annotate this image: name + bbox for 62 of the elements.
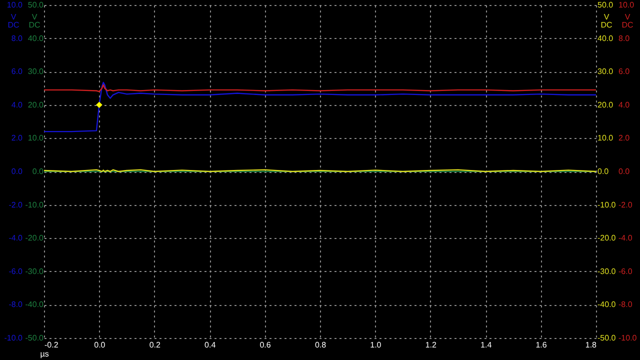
- y3-tick-label: 40.0: [28, 34, 44, 43]
- text: -30.0: [598, 266, 616, 276]
- y3-tick-label: -40.0: [25, 300, 44, 310]
- y-tick-label: -2.0: [8, 200, 24, 210]
- y3-tick-label: 20.0: [28, 100, 44, 110]
- text: V DC: [600, 12, 612, 30]
- text: -20.0: [598, 234, 616, 243]
- y-tick-label: -8.0: [8, 300, 24, 310]
- text: -10.0: [598, 200, 616, 210]
- y2-tick-label: -10.0: [618, 334, 638, 342]
- y-tick-label: 10.0: [6, 0, 24, 10]
- x-axis-title: µs: [40, 350, 49, 358]
- y2-tick-label: 8.0: [618, 34, 630, 43]
- y2-axis-title: V DC: [622, 12, 634, 30]
- y-tick-label: 8.0: [11, 34, 24, 43]
- y3-tick-label: 50.0: [28, 0, 44, 10]
- y2-tick-label: -2.0: [618, 200, 633, 210]
- x-tick-label: 1.6: [536, 340, 548, 350]
- text: 0.0: [598, 167, 609, 176]
- x-tick-label: 1.4: [480, 340, 492, 350]
- y3-tick-label: -10.0: [25, 200, 44, 210]
- text: 10.0: [598, 134, 614, 143]
- y2-tick-label: -6.0: [618, 266, 633, 276]
- y-tick-label: -10.0: [4, 334, 24, 342]
- text: -40.0: [598, 300, 616, 310]
- y2-tick-label: 0.0: [618, 167, 630, 176]
- x-tick-label: 1.0: [370, 340, 382, 350]
- y2-tick-label: 2.0: [618, 134, 630, 143]
- x-tick-label: 0.0: [94, 340, 106, 350]
- text: 50.0: [598, 0, 614, 10]
- x-tick-label: 0.6: [260, 340, 272, 350]
- text: 40.0: [598, 34, 614, 43]
- y3-tick-label: 10.0: [28, 134, 44, 143]
- y2-tick-label: -4.0: [618, 234, 633, 243]
- y3-tick-label: -30.0: [25, 266, 44, 276]
- y-axis-title: V DC: [8, 12, 20, 30]
- y2-tick-label: -8.0: [618, 300, 633, 310]
- x-tick-label: 0.2: [149, 340, 162, 350]
- y2-tick-label: 10.0: [618, 0, 635, 10]
- x-tick-label: 0.8: [314, 340, 327, 350]
- y3-tick-label: -20.0: [25, 234, 44, 243]
- y3-tick-label: -50.0: [25, 334, 44, 342]
- x-tick-label: 1.8: [585, 340, 598, 350]
- y-tick-label: 6.0: [11, 67, 24, 76]
- line-series: [43, 82, 597, 132]
- y-tick-label: 2.0: [11, 134, 24, 143]
- x-tick-label: 1.2: [425, 340, 438, 350]
- y3-tick-label: 0.0: [32, 167, 44, 176]
- line-series: [43, 84, 597, 92]
- text: 20.0: [598, 100, 614, 110]
- text: -50.0: [598, 334, 616, 342]
- y-tick-label: -4.0: [8, 234, 24, 243]
- y3-tick-label: 30.0: [28, 67, 44, 76]
- y2-tick-label: 4.0: [618, 100, 630, 110]
- y2-tick-label: 6.0: [618, 67, 630, 76]
- y-tick-label: 0.0: [11, 167, 24, 176]
- y-tick-label: -6.0: [8, 266, 24, 276]
- y-tick-label: 4.0: [11, 100, 24, 110]
- text: 30.0: [598, 67, 614, 76]
- x-tick-label: 0.4: [204, 340, 216, 350]
- x-tick-label: -0.2: [44, 340, 59, 350]
- y3-axis-title: V DC: [28, 12, 40, 30]
